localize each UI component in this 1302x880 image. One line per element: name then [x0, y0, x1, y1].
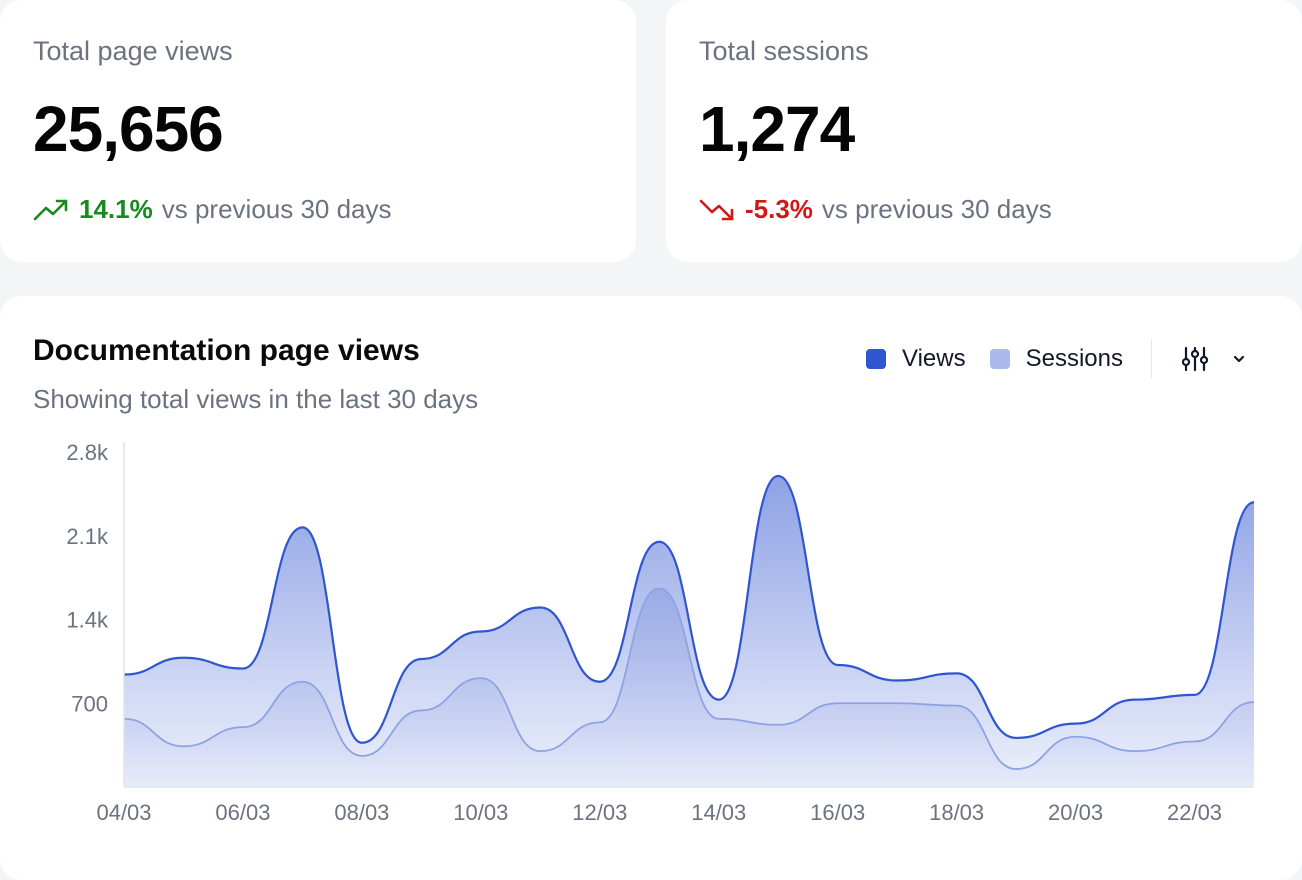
- chart-legend: Views Sessions: [866, 340, 1246, 378]
- stat-label: Total sessions: [699, 36, 869, 66]
- x-tick-label: 10/03: [453, 800, 508, 825]
- x-tick-label: 06/03: [215, 800, 270, 825]
- y-tick-label: 2.1k: [66, 524, 109, 549]
- change-comparison: vs previous 30 days: [161, 194, 392, 224]
- stat-value: 25,656: [33, 93, 224, 165]
- chevron-down-icon: [1233, 355, 1245, 363]
- x-tick-label: 12/03: [572, 800, 627, 825]
- x-tick-label: 16/03: [810, 800, 865, 825]
- sessions-card: Total sessions 1,274 -5.3% vs previous 3…: [666, 0, 1302, 262]
- sessions-area: [124, 588, 1254, 787]
- x-tick-label: 08/03: [334, 800, 389, 825]
- stat-label: Total page views: [33, 36, 233, 66]
- page-views-card: Total page views 25,656 14.1% vs previou…: [0, 0, 636, 262]
- views-area: [124, 475, 1254, 787]
- y-tick-label: 2.8k: [66, 440, 109, 465]
- x-tick-label: 20/03: [1048, 800, 1103, 825]
- x-tick-label: 18/03: [929, 800, 984, 825]
- x-tick-label: 22/03: [1167, 800, 1222, 825]
- area-chart: 700 1.4k 2.1k 2.8k 04/03 06/03 08/03 10/03 12/03…: [66, 440, 1255, 825]
- x-tick-label: 14/03: [691, 800, 746, 825]
- change-comparison: vs previous 30 days: [821, 194, 1052, 224]
- legend-swatch: [866, 349, 886, 369]
- sliders-icon: [1181, 346, 1208, 372]
- y-tick-label: 1.4k: [66, 608, 109, 633]
- chart-title: Documentation page views: [33, 334, 420, 367]
- legend-item-views[interactable]: Views: [866, 345, 966, 373]
- legend-swatch: [989, 349, 1010, 369]
- chart-subtitle: Showing total views in the last 30 days: [33, 384, 479, 414]
- stat-change: -5.3% vs previous 30 days: [699, 194, 1052, 225]
- trend-down-icon: [699, 199, 734, 220]
- chart-settings-button[interactable]: [1181, 346, 1246, 372]
- legend-label: Sessions: [1025, 345, 1123, 372]
- change-percent: -5.3%: [745, 194, 813, 224]
- change-percent: 14.1%: [79, 194, 153, 224]
- sessions-line: [123, 587, 1255, 770]
- legend-divider: [1150, 340, 1152, 378]
- stat-change: 14.1% vs previous 30 days: [33, 194, 392, 225]
- legend-label: Views: [902, 345, 966, 372]
- trend-up-icon: [33, 199, 68, 220]
- y-tick-label: 700: [71, 691, 108, 716]
- x-tick-label: 04/03: [96, 800, 151, 825]
- legend-item-sessions[interactable]: Sessions: [989, 345, 1123, 373]
- stat-value: 1,274: [699, 93, 855, 165]
- views-line: [123, 474, 1255, 744]
